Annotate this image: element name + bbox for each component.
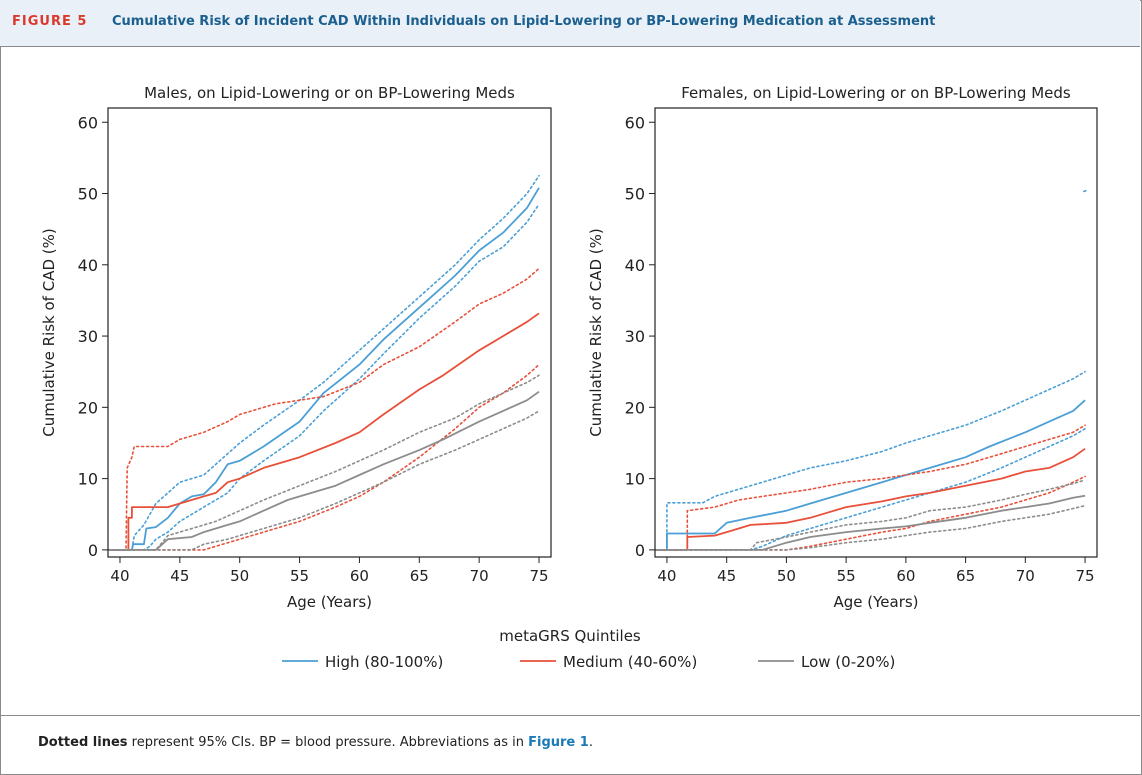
- legend-label: Low (0-20%): [801, 653, 895, 671]
- caption-figure-link[interactable]: Figure 1: [528, 735, 589, 750]
- caption-divider: [0, 715, 1140, 716]
- caption-bold-lead: Dotted lines: [38, 735, 128, 750]
- x-tick-label: 50: [230, 567, 249, 585]
- y-tick-label: 0: [635, 541, 645, 560]
- series-high-dotted-1: [107, 174, 540, 551]
- chart-panel-2: Females, on Lipid-Lowering or on BP-Lowe…: [587, 84, 1098, 611]
- series-low-dotted-8: [654, 504, 1086, 551]
- x-axis-label: Age (Years): [833, 593, 918, 611]
- legend: High (80-100%) Medium (40-60%) Low (0-20%): [282, 653, 895, 671]
- y-tick-label: 40: [78, 256, 98, 275]
- x-tick-label: 70: [470, 567, 489, 585]
- y-tick-label: 30: [78, 327, 98, 346]
- y-tick-label: 50: [625, 185, 645, 204]
- series-medium-dotted-4: [107, 267, 540, 551]
- legend-label: High (80-100%): [325, 653, 443, 671]
- x-tick-label: 55: [837, 567, 856, 585]
- y-tick-label: 20: [625, 398, 645, 417]
- legend-item-low: Low (0-20%): [758, 653, 895, 671]
- y-tick-label: 50: [78, 185, 98, 204]
- series-medium-dotted-4: [654, 424, 1086, 551]
- y-axis-label: Cumulative Risk of CAD (%): [587, 228, 605, 436]
- y-tick-label: 10: [78, 470, 98, 489]
- series-low-dotted-8: [107, 410, 540, 551]
- y-tick-label: 60: [625, 113, 645, 132]
- series-high-solid-0: [655, 399, 1086, 551]
- x-tick-label: 45: [170, 567, 189, 585]
- chart-panel-1: Males, on Lipid-Lowering or on BP-Loweri…: [40, 84, 552, 611]
- series-high-solid-0: [108, 187, 540, 551]
- series-low-solid-6: [655, 494, 1086, 551]
- x-tick-label: 75: [529, 567, 548, 585]
- series-high-dotted-2: [654, 427, 1086, 551]
- series-low-dotted-7: [654, 479, 1086, 551]
- x-tick-label: 50: [777, 567, 796, 585]
- y-tick-label: 40: [625, 256, 645, 275]
- series-medium-dotted-5: [107, 363, 540, 551]
- x-tick-label: 60: [896, 567, 915, 585]
- y-axis-label: Cumulative Risk of CAD (%): [40, 228, 58, 436]
- y-tick-label: 0: [88, 541, 98, 560]
- figure-caption: Dotted lines represent 95% CIs. BP = blo…: [38, 735, 593, 750]
- x-tick-label: 45: [717, 567, 736, 585]
- x-tick-label: 55: [290, 567, 309, 585]
- figure-title: Cumulative Risk of Incident CAD Within I…: [112, 14, 936, 29]
- series-medium-dotted-5: [654, 475, 1086, 551]
- series-medium-solid-3: [108, 312, 540, 551]
- series-high-dotted-1: [654, 370, 1086, 551]
- legend-item-medium: Medium (40-60%): [520, 653, 697, 671]
- y-tick-label: 10: [625, 470, 645, 489]
- x-axis-label: Age (Years): [287, 593, 372, 611]
- x-tick-label: 40: [657, 567, 676, 585]
- y-tick-label: 60: [78, 113, 98, 132]
- series-high-dotted-2: [107, 203, 540, 551]
- caption-text: represent 95% CIs. BP = blood pressure. …: [127, 735, 529, 750]
- x-tick-label: 65: [410, 567, 429, 585]
- plot-frame: [654, 107, 1098, 558]
- figure-header: FIGURE 5 Cumulative Risk of Incident CAD…: [0, 0, 1140, 47]
- x-tick-label: 75: [1076, 567, 1095, 585]
- figure-label: FIGURE 5: [12, 14, 88, 29]
- y-tick-label: 30: [625, 327, 645, 346]
- x-tick-label: 65: [956, 567, 975, 585]
- legend-item-high: High (80-100%): [282, 653, 443, 671]
- legend-label: Medium (40-60%): [563, 653, 697, 671]
- plot-frame: [107, 107, 552, 558]
- x-tick-label: 60: [350, 567, 369, 585]
- x-tick-label: 40: [110, 567, 129, 585]
- caption-end: .: [588, 735, 593, 750]
- legend-title: metaGRS Quintiles: [499, 627, 641, 645]
- series-low-dotted-7: [107, 374, 540, 551]
- series-high-dotted-9: [1083, 189, 1087, 193]
- x-tick-label: 70: [1016, 567, 1035, 585]
- series-medium-solid-3: [655, 447, 1086, 551]
- series-low-solid-6: [108, 390, 540, 551]
- y-tick-label: 20: [78, 398, 98, 417]
- chart-title: Males, on Lipid-Lowering or on BP-Loweri…: [144, 84, 515, 102]
- chart-title: Females, on Lipid-Lowering or on BP-Lowe…: [681, 84, 1071, 102]
